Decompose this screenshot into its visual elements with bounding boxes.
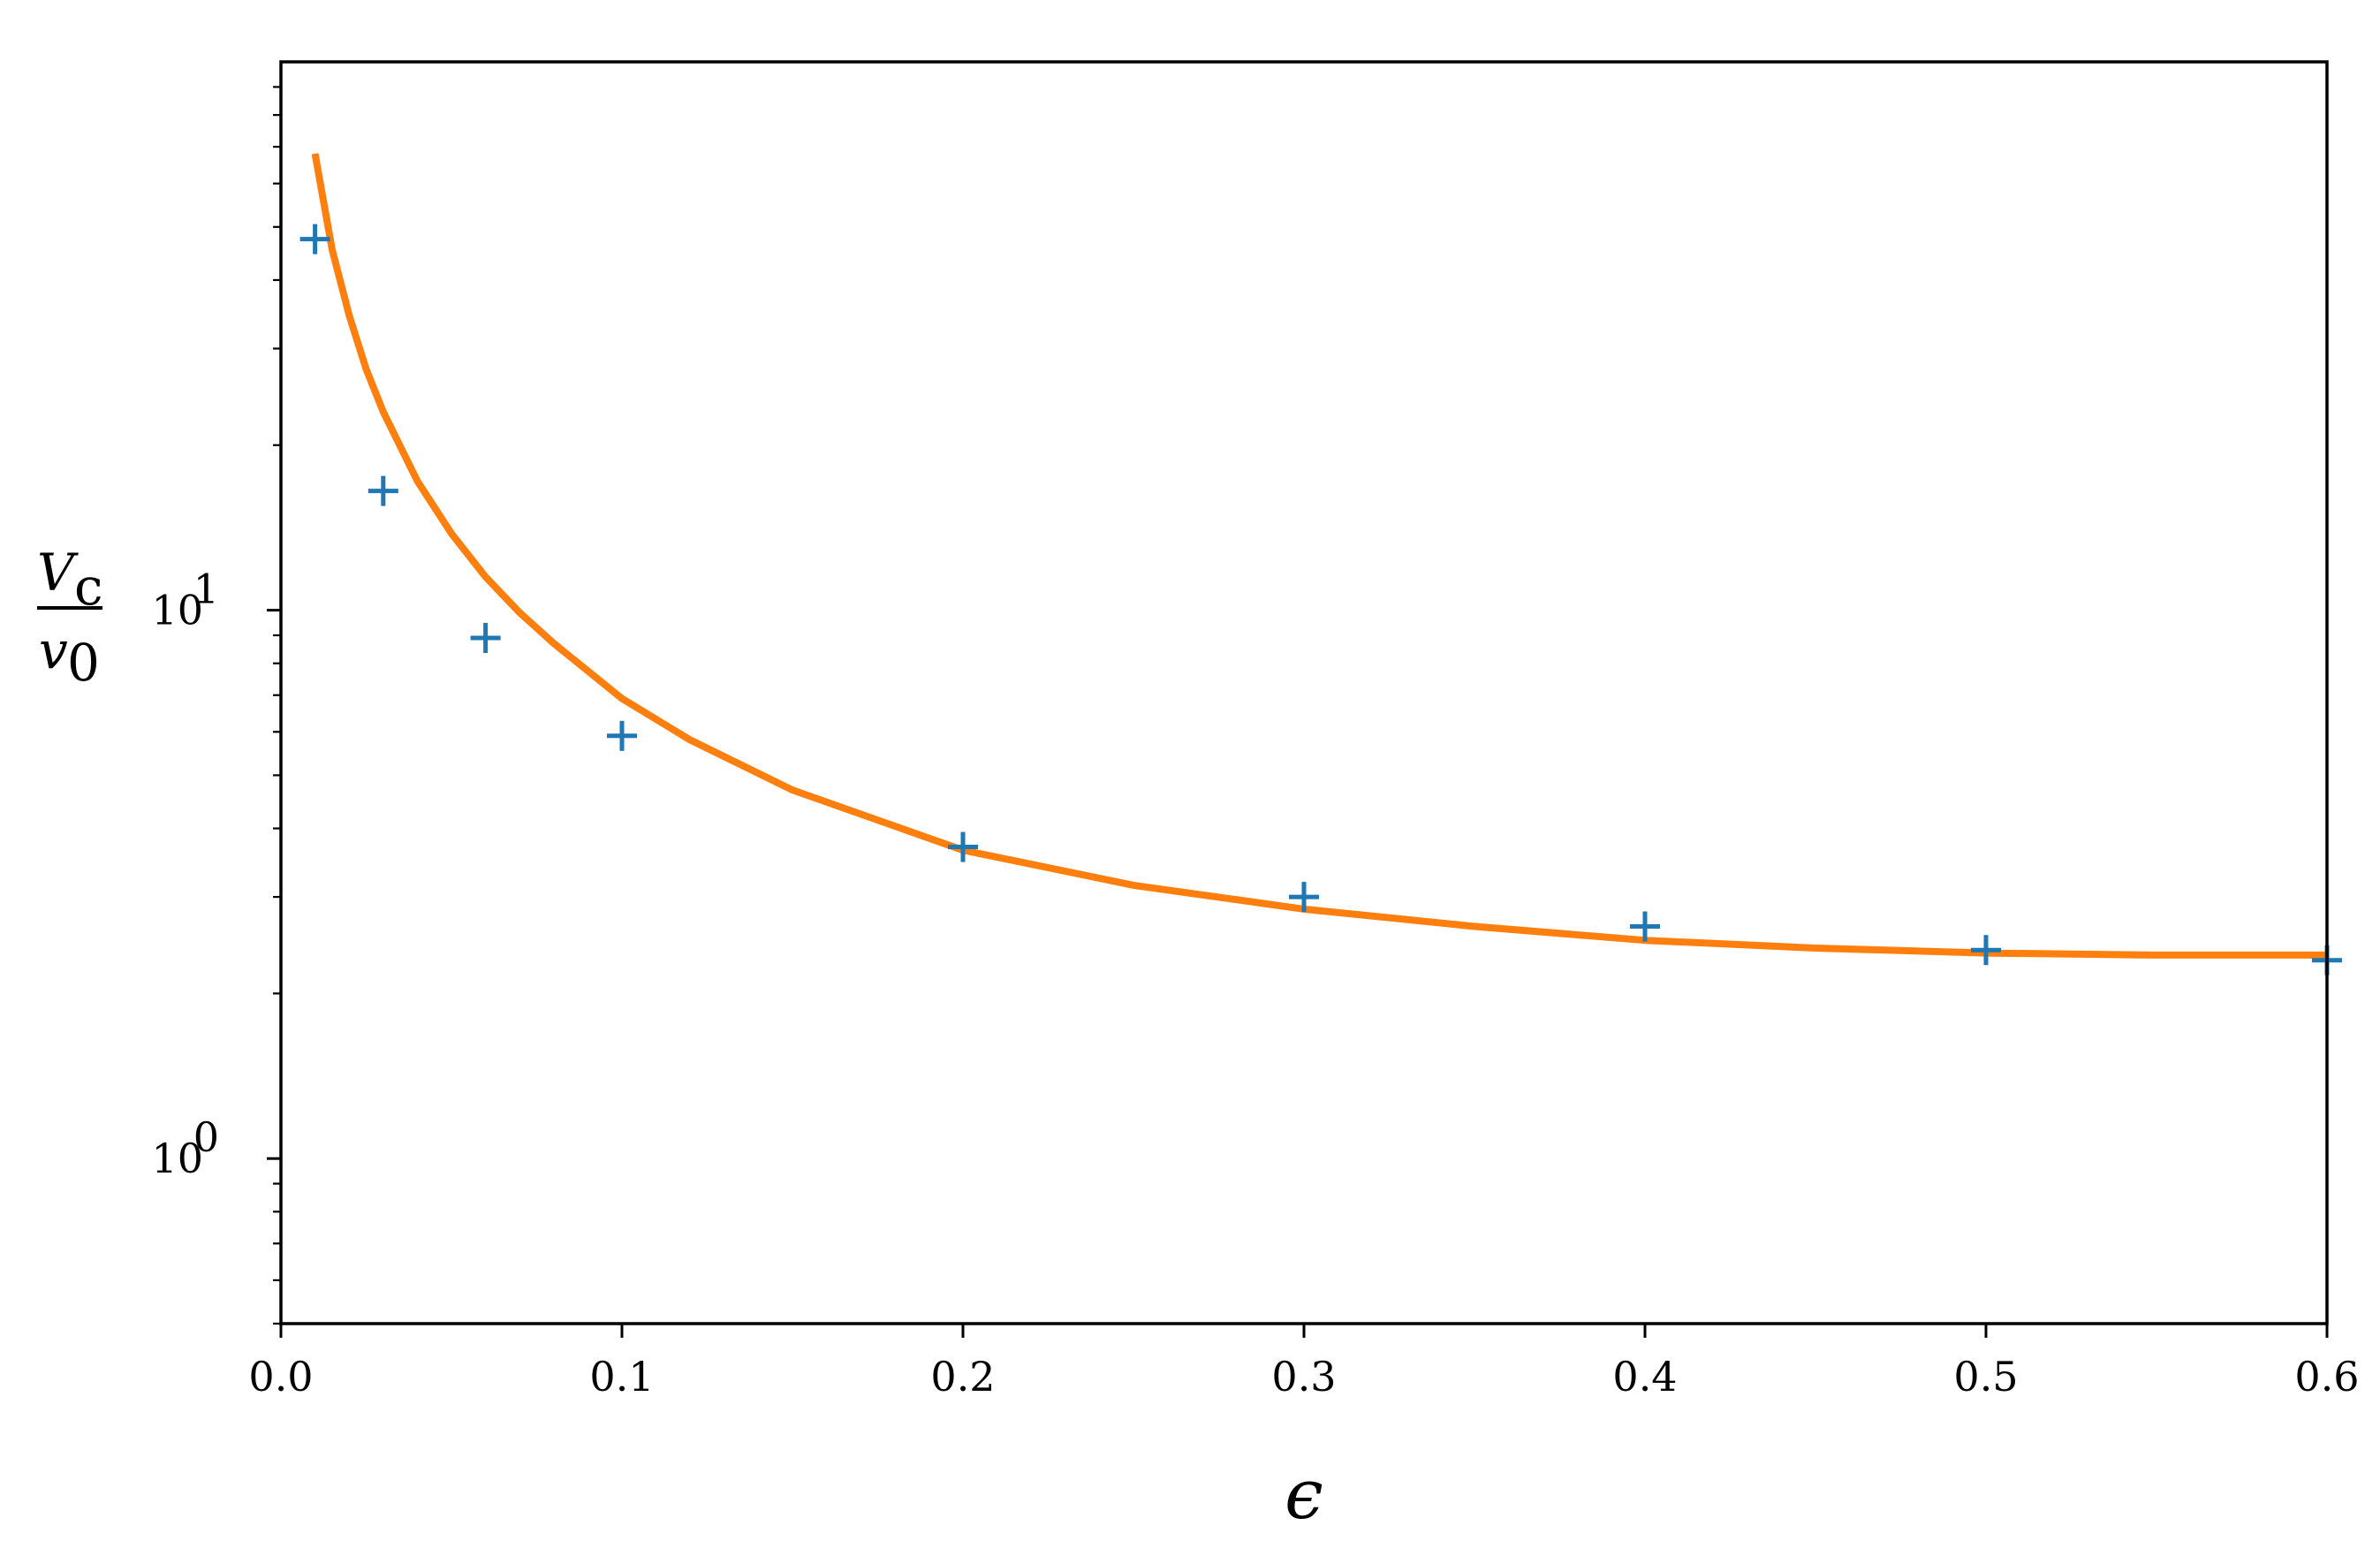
y-label-denominator: v (39, 620, 68, 680)
data-point-0 (299, 224, 330, 254)
y-label-denominator-subscript: 0 (67, 633, 100, 693)
data-point-6 (1630, 911, 1660, 942)
x-tick-label-2: 0.2 (930, 1353, 995, 1400)
data-point-4 (948, 831, 978, 862)
y-tick-label-exp-1: 1 (193, 565, 219, 613)
y-tick-label-1: 101 (151, 565, 219, 634)
line-layer (311, 153, 2327, 959)
data-point-5 (1289, 882, 1319, 913)
fit-curve (311, 153, 2327, 959)
y-axis-label: V c v 0 (37, 543, 102, 693)
data-point-3 (607, 720, 637, 751)
y-tick-label-base-1: 10 (151, 587, 203, 634)
x-tick-label-0: 0.0 (248, 1353, 313, 1400)
x-tick-label-4: 0.4 (1612, 1353, 1677, 1400)
x-tick-label-3: 0.3 (1271, 1353, 1336, 1400)
y-label-numerator: V (37, 543, 79, 603)
plot-frame (279, 60, 2329, 1325)
y-tick-label-base-0: 10 (151, 1135, 203, 1182)
data-point-2 (470, 622, 501, 653)
x-tick-label-1: 0.1 (589, 1353, 654, 1400)
data-point-7 (1971, 935, 2001, 966)
y-tick-label-0: 100 (151, 1113, 219, 1182)
x-tick-label-6: 0.6 (2294, 1353, 2359, 1400)
x-tick-label-5: 0.5 (1953, 1353, 2018, 1400)
data-point-1 (368, 475, 398, 506)
x-axis-label: ϵ (1285, 1455, 1323, 1535)
y-tick-label-exp-0: 0 (193, 1113, 219, 1161)
